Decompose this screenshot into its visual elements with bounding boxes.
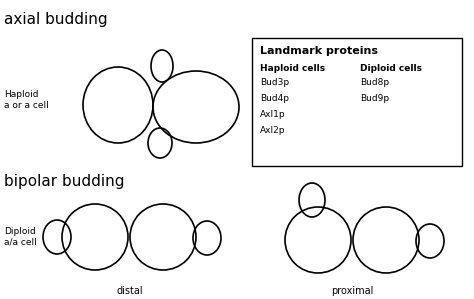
Text: Bud9p: Bud9p bbox=[360, 94, 389, 103]
Text: Bud4p: Bud4p bbox=[260, 94, 289, 103]
Text: distal: distal bbox=[117, 286, 143, 296]
FancyBboxPatch shape bbox=[252, 38, 462, 166]
Text: axial budding: axial budding bbox=[4, 12, 108, 27]
Text: Diploid cells: Diploid cells bbox=[360, 64, 422, 73]
Text: Diploid
a/a cell: Diploid a/a cell bbox=[4, 227, 37, 247]
Text: Axl2p: Axl2p bbox=[260, 126, 285, 135]
Text: bipolar budding: bipolar budding bbox=[4, 174, 125, 189]
Text: Axl1p: Axl1p bbox=[260, 110, 286, 119]
Text: proximal: proximal bbox=[331, 286, 373, 296]
Text: Bud8p: Bud8p bbox=[360, 78, 389, 87]
Text: Haploid cells: Haploid cells bbox=[260, 64, 325, 73]
Text: Bud3p: Bud3p bbox=[260, 78, 289, 87]
Text: Landmark proteins: Landmark proteins bbox=[260, 46, 378, 56]
Text: Haploid
a or a cell: Haploid a or a cell bbox=[4, 90, 49, 110]
